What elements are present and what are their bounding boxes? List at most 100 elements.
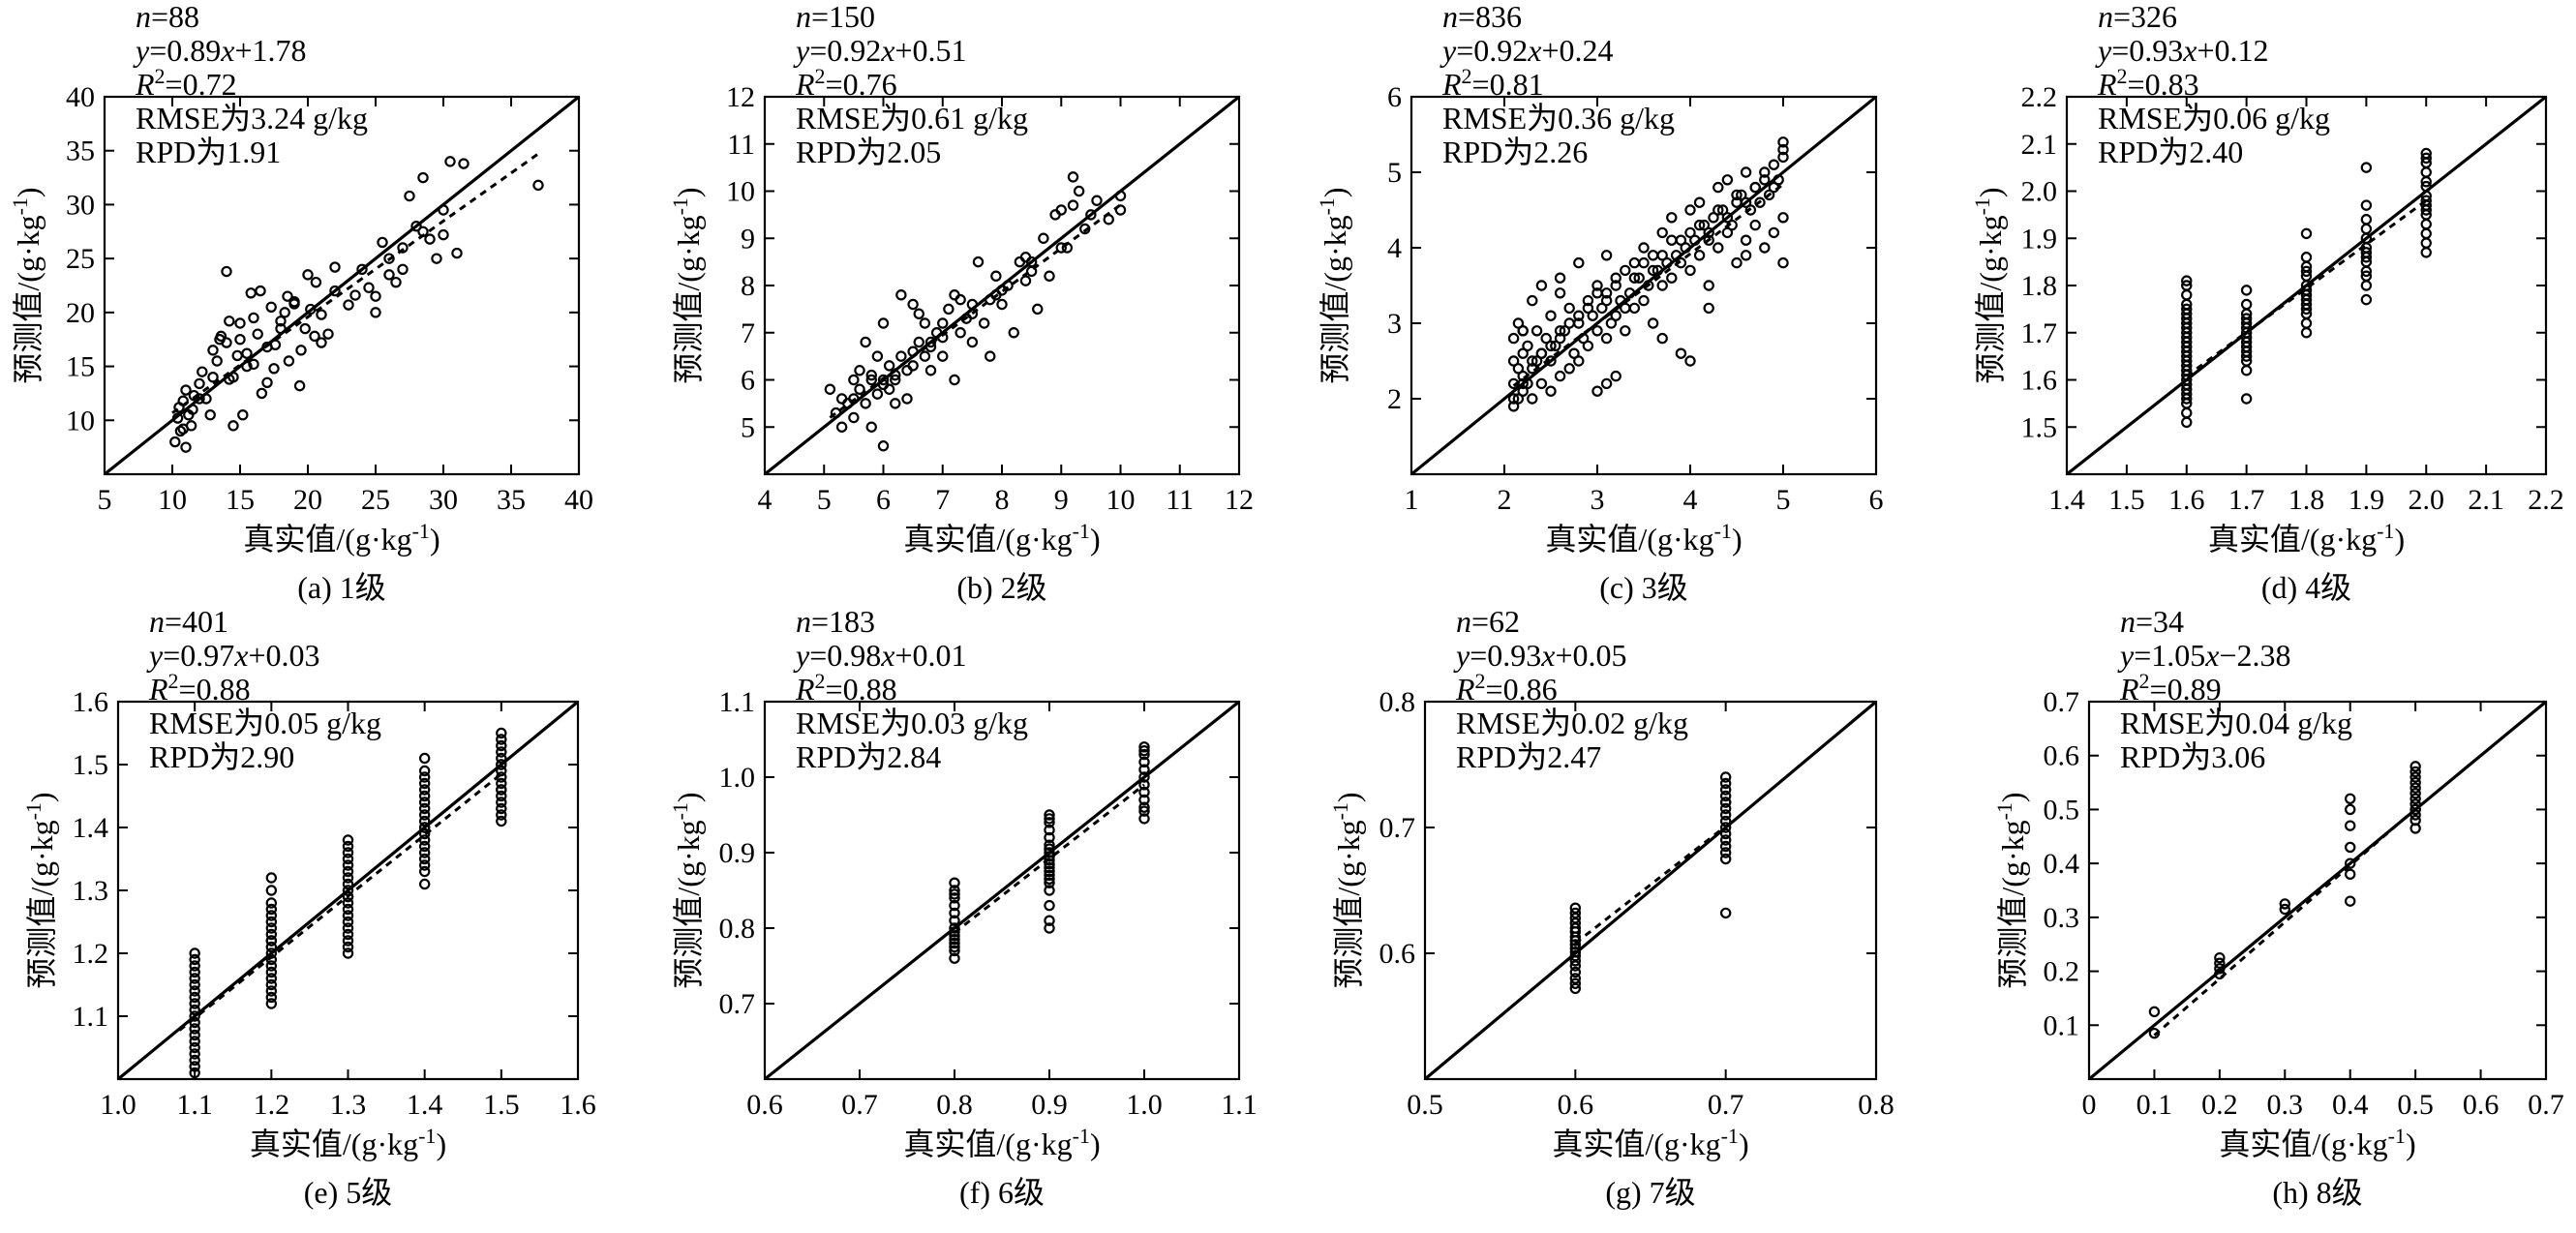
x-tick-label: 5: [817, 484, 832, 516]
data-point: [2181, 416, 2193, 429]
data-point: [1535, 377, 1548, 390]
x-tick-label: 0.9: [1031, 1089, 1068, 1121]
data-point: [1044, 843, 1055, 855]
stat-annotation: n=34: [2120, 604, 2184, 639]
data-point: [1044, 899, 1055, 912]
y-tick-label: 0.5: [2044, 794, 2080, 826]
data-point: [1073, 185, 1085, 197]
data-point: [913, 308, 924, 319]
fitted-line: [1512, 183, 1784, 387]
data-point: [1703, 302, 1714, 315]
data-point: [1643, 280, 1654, 291]
stat-annotation: RMSE为0.02 g/kg: [1456, 706, 1688, 740]
data-point: [1777, 143, 1789, 156]
fitted-line: [171, 152, 539, 414]
data-point: [2409, 793, 2421, 804]
data-point: [913, 336, 924, 348]
x-tick-label: 1.7: [2228, 484, 2265, 516]
data-point: [1512, 363, 1525, 375]
fitted-line: [954, 783, 1145, 934]
chart-panel-5: 1.0 1.1 1.2 1.3 1.4 1.5 1.6 1.1 1.2 1.3 1.4 1.5 1.6 n…: [21, 604, 596, 1210]
y-tick-label: 0.3: [2044, 902, 2080, 934]
data-point: [288, 296, 300, 308]
x-tick-label: 0.6: [2463, 1089, 2500, 1121]
data-point: [342, 890, 354, 903]
data-point: [1591, 325, 1603, 337]
stat-annotation: RMSE为0.04 g/kg: [2120, 706, 2352, 740]
data-point: [949, 941, 960, 953]
data-point: [2409, 776, 2421, 789]
data-point: [1721, 226, 1734, 239]
data-point: [1719, 815, 1732, 827]
data-point: [1620, 264, 1631, 277]
x-tick-label: 6: [1869, 484, 1884, 516]
data-point: [2420, 218, 2432, 230]
x-tick-label: 1.1: [1221, 1089, 1258, 1121]
y-axis-label: 预测值/(g·kg-1): [1992, 792, 2031, 988]
data-point: [418, 784, 431, 796]
plot-area: [1425, 702, 1876, 1079]
data-point: [1684, 264, 1696, 277]
data-point: [261, 376, 273, 388]
data-point: [1512, 317, 1525, 329]
stat-annotation: RMSE为0.61 g/kg: [796, 101, 1028, 135]
data-point: [924, 365, 937, 376]
stat-annotation: n=836: [1442, 0, 1522, 34]
x-tick-label: 0.7: [841, 1089, 878, 1121]
data-point: [1638, 294, 1650, 307]
data-point: [1731, 256, 1743, 269]
stat-annotation: R2=0.76: [795, 64, 897, 103]
data-point: [256, 387, 268, 400]
data-point: [1610, 280, 1621, 291]
x-tick-label: 0.7: [2528, 1089, 2564, 1121]
data-point: [1554, 272, 1566, 284]
x-tick-label: 9: [1054, 484, 1069, 516]
data-point: [342, 840, 354, 853]
data-point: [189, 1061, 200, 1072]
chart-panel-1: 5 10 15 20 25 30 35 40 10 15 20 25 30 35 40 n=88y=0.89x…: [8, 0, 594, 605]
data-point: [316, 309, 327, 320]
data-point: [2360, 247, 2373, 258]
data-point: [197, 366, 208, 377]
data-point: [1656, 250, 1668, 261]
data-point: [2214, 957, 2226, 969]
chart-panel-6: 0.6 0.7 0.8 0.9 1.0 1.1 0.7 0.8 0.9 1.0 1.1 n=183y=…: [668, 604, 1258, 1210]
x-tick-label: 2.1: [2468, 484, 2504, 516]
data-point: [1044, 855, 1055, 866]
data-point: [343, 299, 354, 311]
data-point: [322, 328, 334, 340]
data-point: [2420, 180, 2432, 193]
data-point: [1652, 264, 1664, 277]
data-point: [1138, 779, 1150, 791]
data-point: [1670, 250, 1682, 261]
data-point: [1569, 977, 1582, 989]
data-point: [418, 847, 431, 858]
x-tick-label: 15: [226, 484, 255, 516]
data-point: [1610, 272, 1621, 284]
y-tick-label: 5: [1387, 157, 1402, 189]
x-axis-label: 真实值/(g·kg-1): [2219, 1124, 2415, 1162]
data-point: [1656, 226, 1668, 239]
data-point: [949, 374, 960, 386]
y-axis-label: 预测值/(g·kg-1): [1315, 187, 1353, 383]
y-tick-label: 1.4: [73, 812, 109, 844]
plot-frame: [2087, 700, 2548, 1081]
data-point: [1712, 242, 1724, 254]
y-tick-label: 5: [741, 411, 755, 443]
data-point: [860, 336, 871, 348]
y-tick-label: 1.9: [2021, 223, 2058, 255]
data-point: [871, 350, 884, 362]
y-tick-label: 25: [66, 243, 95, 275]
data-point: [824, 383, 836, 395]
data-point: [383, 269, 395, 281]
data-point: [2214, 963, 2226, 975]
data-point: [1600, 332, 1613, 345]
data-point: [418, 802, 431, 815]
data-point: [1527, 393, 1538, 405]
one-to-one-line: [1425, 702, 1876, 1079]
data-point: [1517, 385, 1529, 397]
data-point: [2279, 903, 2290, 916]
x-axis-label: 真实值/(g·kg-1): [903, 519, 1100, 557]
stat-annotation: RPD为3.06: [2120, 739, 2265, 774]
data-point: [189, 1004, 200, 1016]
